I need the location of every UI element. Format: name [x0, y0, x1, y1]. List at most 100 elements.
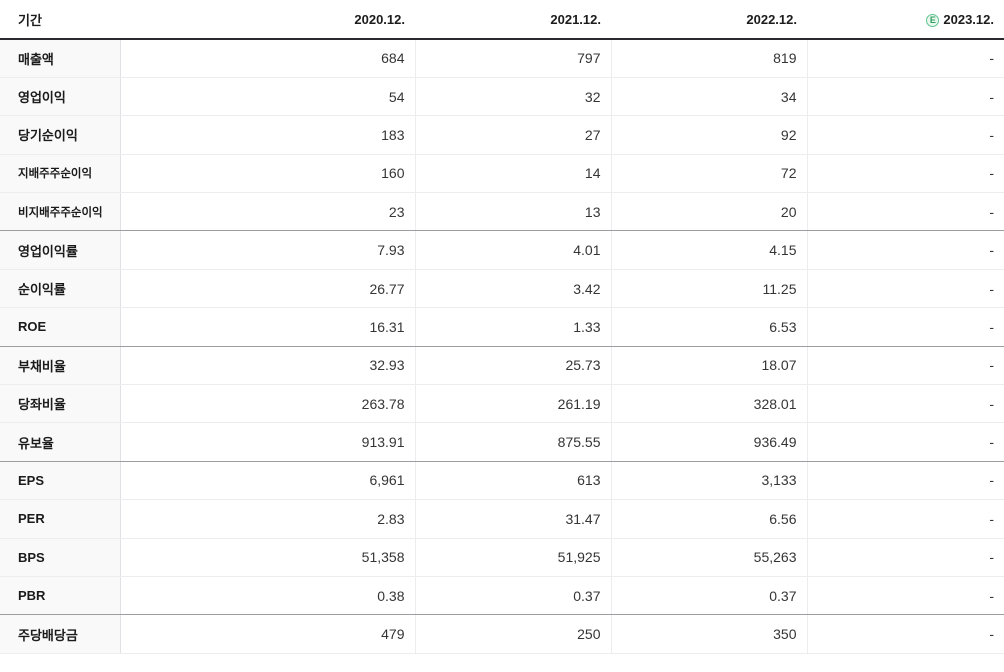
year-header-label: 2021.12. [550, 11, 601, 27]
value-cell: - [806, 422, 1004, 462]
value-cell: - [806, 461, 1004, 501]
value-cell: - [806, 614, 1004, 654]
metric-row: 영업이익률 7.93 4.01 4.15- [0, 230, 1004, 270]
metric-label: 매출액 [0, 39, 121, 78]
value-cell: - [806, 39, 1004, 78]
metric-row: ROE 16.31 1.33 6.53- [0, 307, 1004, 347]
metric-label: 비지배주주순이익 [0, 192, 121, 232]
value-cell: 18.07 [610, 346, 807, 386]
metric-row: 지배주주순이익 160 14 72- [0, 154, 1004, 194]
metric-label: 순이익률 [0, 269, 121, 309]
value-cell: - [806, 499, 1004, 539]
value-cell: 55,263 [610, 538, 807, 577]
value-cell: 92 [610, 115, 807, 155]
value-cell: 20 [610, 192, 807, 232]
year-header-label: 2022.12. [746, 11, 797, 27]
value-cell: - [806, 115, 1004, 155]
table-header-row: 기간 2020.12. 2021.12. 2022.12. E 2023.12. [0, 0, 1004, 40]
metric-label: BPS [0, 538, 121, 577]
metric-row: PBR 0.38 0.37 0.37- [0, 576, 1004, 616]
value-cell: 16.31 [120, 307, 415, 347]
value-cell: 0.37 [610, 576, 807, 616]
metric-label: 당좌비율 [0, 384, 121, 424]
metric-row: 당기순이익 183 27 92- [0, 115, 1004, 155]
value-cell: 613 [414, 461, 611, 501]
value-cell: 797 [414, 39, 611, 78]
metric-row: PER 2.83 31.47 6.56- [0, 499, 1004, 539]
value-cell: 72 [610, 154, 807, 194]
value-cell: - [806, 154, 1004, 194]
value-cell: - [806, 538, 1004, 577]
metric-row: 순이익률 26.77 3.42 11.25- [0, 269, 1004, 309]
value-cell: 261.19 [414, 384, 611, 424]
metric-label: 유보율 [0, 422, 121, 462]
value-cell: 263.78 [120, 384, 415, 424]
value-cell: 2.83 [120, 499, 415, 539]
value-cell: 25.73 [414, 346, 611, 386]
year-header-label: 2023.12. [943, 11, 994, 27]
metric-row: 매출액 684 797 819- [0, 39, 1004, 78]
metric-label: 당기순이익 [0, 115, 121, 155]
year-header-cell: 2021.12. [415, 0, 611, 40]
value-cell: 1.33 [414, 307, 611, 347]
value-cell: 819 [610, 39, 807, 78]
value-cell: - [806, 77, 1004, 117]
metric-row: 부채비율 32.93 25.73 18.07- [0, 346, 1004, 386]
value-cell: 0.38 [120, 576, 415, 616]
value-cell: 6.56 [610, 499, 807, 539]
metric-label: EPS [0, 461, 121, 501]
value-cell: - [806, 346, 1004, 386]
value-cell: 3.42 [414, 269, 611, 309]
value-cell: 350 [610, 614, 807, 654]
value-cell: 7.93 [120, 230, 415, 270]
value-cell: 0.37 [414, 576, 611, 616]
metric-label: 영업이익 [0, 77, 121, 117]
value-cell: 6,961 [120, 461, 415, 501]
metric-row: BPS 51,358 51,925 55,263- [0, 538, 1004, 577]
year-header-cell: E 2023.12. [807, 0, 1004, 40]
value-cell: 26.77 [120, 269, 415, 309]
metric-row: 당좌비율 263.78 261.19 328.01- [0, 384, 1004, 424]
metric-row: 주당배당금 479 250 350- [0, 614, 1004, 654]
value-cell: 684 [120, 39, 415, 78]
value-cell: - [806, 192, 1004, 232]
value-cell: 6.53 [610, 307, 807, 347]
metric-row: 영업이익 54 32 34- [0, 77, 1004, 117]
value-cell: 160 [120, 154, 415, 194]
estimate-icon: E [926, 13, 940, 27]
value-cell: 875.55 [414, 422, 611, 462]
value-cell: 11.25 [610, 269, 807, 309]
financial-summary-table: 기간 2020.12. 2021.12. 2022.12. E 2023.12. 매출액… [0, 0, 1004, 654]
value-cell: - [806, 230, 1004, 270]
value-cell: 32 [414, 77, 611, 117]
value-cell: 328.01 [610, 384, 807, 424]
value-cell: 27 [414, 115, 611, 155]
value-cell: 479 [120, 614, 415, 654]
year-header-label: 2020.12. [354, 11, 405, 27]
value-cell: 183 [120, 115, 415, 155]
value-cell: 14 [414, 154, 611, 194]
year-header-cell: 2022.12. [611, 0, 807, 40]
metric-row: 비지배주주순이익 23 13 20- [0, 192, 1004, 232]
value-cell: 31.47 [414, 499, 611, 539]
metric-label: 주당배당금 [0, 614, 121, 654]
value-cell: 250 [414, 614, 611, 654]
value-cell: 51,358 [120, 538, 415, 577]
metric-label: PER [0, 499, 121, 539]
metric-label: 지배주주순이익 [0, 154, 121, 194]
value-cell: - [806, 576, 1004, 616]
period-header-cell: 기간 [0, 0, 120, 40]
value-cell: 936.49 [610, 422, 807, 462]
value-cell: 913.91 [120, 422, 415, 462]
metric-row: 유보율 913.91 875.55 936.49- [0, 422, 1004, 462]
metric-label: PBR [0, 576, 121, 616]
year-header-cell: 2020.12. [120, 0, 415, 40]
value-cell: 54 [120, 77, 415, 117]
metric-label: 부채비율 [0, 346, 121, 386]
metric-label: ROE [0, 307, 121, 347]
metric-row: EPS 6,961 613 3,133- [0, 461, 1004, 501]
value-cell: 23 [120, 192, 415, 232]
value-cell: - [806, 307, 1004, 347]
value-cell: 4.01 [414, 230, 611, 270]
value-cell: 32.93 [120, 346, 415, 386]
